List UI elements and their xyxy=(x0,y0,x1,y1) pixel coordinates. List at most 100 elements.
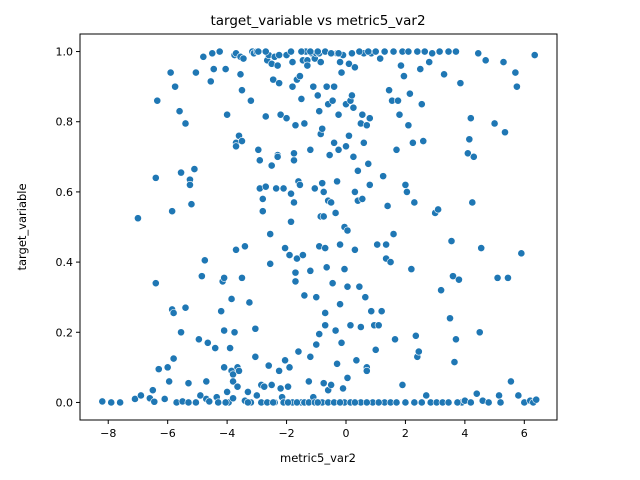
data-point xyxy=(336,240,344,249)
data-point xyxy=(315,107,324,116)
data-point xyxy=(411,331,420,340)
data-point xyxy=(244,398,252,407)
data-point xyxy=(239,54,248,63)
y-tick-label: 1.0 xyxy=(56,46,74,59)
y-tick-label: 0.8 xyxy=(56,116,74,129)
data-point xyxy=(463,149,472,158)
data-point xyxy=(358,195,367,203)
data-point xyxy=(331,326,340,335)
data-point xyxy=(348,49,356,58)
data-point xyxy=(517,249,526,258)
data-point xyxy=(187,200,196,209)
x-axis-ticks: −8 −6 −4 −2 0 2 4 6 xyxy=(100,420,528,440)
data-point xyxy=(175,107,184,116)
data-point xyxy=(365,180,374,189)
data-point xyxy=(440,70,448,79)
data-point xyxy=(475,328,484,337)
data-point xyxy=(512,82,521,91)
data-point xyxy=(306,145,315,154)
data-point xyxy=(355,282,364,291)
data-point xyxy=(382,240,391,249)
data-point xyxy=(255,156,264,165)
data-point xyxy=(466,398,475,407)
data-point xyxy=(394,96,402,105)
data-point xyxy=(190,165,199,173)
x-axis-label: metric5_var2 xyxy=(280,451,356,465)
data-point xyxy=(291,268,300,277)
data-point xyxy=(303,61,312,70)
data-point xyxy=(290,149,298,158)
data-point xyxy=(337,68,346,77)
data-point xyxy=(279,184,288,193)
data-point xyxy=(422,391,431,400)
data-point xyxy=(186,180,194,189)
data-point xyxy=(261,112,270,121)
data-point xyxy=(321,321,330,330)
data-point xyxy=(395,110,404,119)
data-point xyxy=(163,363,172,372)
data-point xyxy=(330,82,338,91)
data-point xyxy=(336,398,344,407)
data-point xyxy=(434,205,443,214)
data-point xyxy=(377,307,386,316)
data-point xyxy=(184,398,193,407)
data-point xyxy=(229,394,237,403)
data-point xyxy=(383,202,392,210)
data-point xyxy=(285,251,294,259)
data-point xyxy=(298,251,307,259)
data-point xyxy=(367,307,376,316)
data-point xyxy=(404,121,413,130)
data-point xyxy=(318,179,327,188)
y-tick-label: 0.6 xyxy=(56,186,74,199)
data-point xyxy=(235,366,243,375)
data-point xyxy=(374,321,383,330)
data-point xyxy=(226,344,234,352)
data-point xyxy=(148,386,157,395)
data-point xyxy=(194,335,203,344)
data-point xyxy=(327,381,336,389)
data-point xyxy=(392,145,401,154)
data-point xyxy=(233,382,242,391)
data-point xyxy=(306,47,315,56)
data-point xyxy=(452,47,460,56)
data-point xyxy=(490,119,499,128)
data-point xyxy=(300,291,309,300)
data-point xyxy=(177,168,185,177)
x-tick-label: −6 xyxy=(160,427,176,440)
data-point xyxy=(496,398,505,407)
data-point xyxy=(296,72,304,81)
data-point xyxy=(134,214,142,223)
data-point xyxy=(260,382,269,391)
data-point xyxy=(264,361,273,370)
data-point xyxy=(444,398,453,407)
data-point xyxy=(267,161,276,170)
data-point xyxy=(276,384,285,393)
data-point xyxy=(287,189,295,198)
data-point xyxy=(481,56,490,65)
data-point xyxy=(293,254,301,263)
data-point xyxy=(351,188,359,196)
data-point xyxy=(316,58,325,66)
y-tick-label: 0.2 xyxy=(56,326,74,339)
data-point xyxy=(511,68,520,77)
data-point xyxy=(340,265,349,274)
data-point xyxy=(288,58,297,66)
plot-area-frame xyxy=(79,33,558,421)
data-point xyxy=(362,398,371,407)
data-point xyxy=(258,207,267,216)
data-point xyxy=(499,58,508,66)
data-point xyxy=(221,398,230,407)
data-point xyxy=(244,388,252,396)
data-point xyxy=(530,51,539,59)
data-point xyxy=(420,47,429,56)
data-point xyxy=(447,237,456,245)
data-point xyxy=(404,47,413,56)
data-point xyxy=(137,391,145,400)
data-point xyxy=(227,295,236,303)
data-point xyxy=(453,398,462,407)
data-point xyxy=(276,110,285,119)
data-point xyxy=(446,314,454,323)
data-point xyxy=(313,47,322,56)
data-point xyxy=(165,377,174,386)
